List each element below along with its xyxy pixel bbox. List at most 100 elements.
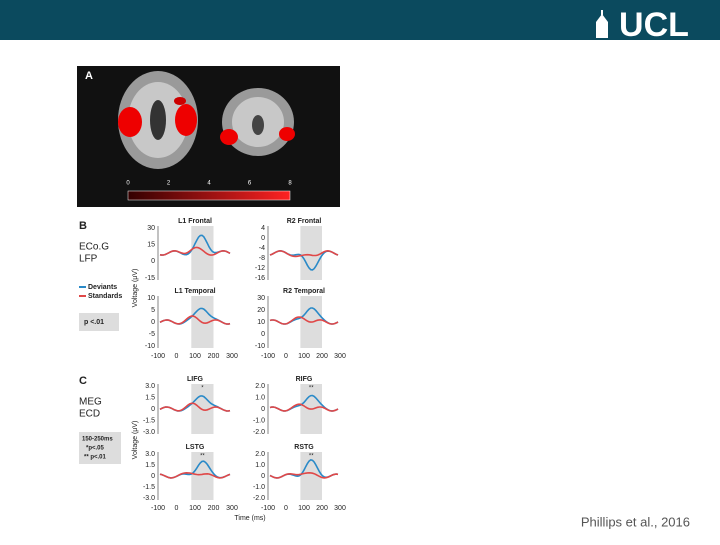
shaded-window bbox=[191, 226, 214, 280]
y-tick-label: -5 bbox=[149, 331, 155, 338]
note: p <.01 bbox=[84, 319, 104, 326]
trace bbox=[269, 316, 339, 325]
y-tick-label: 0 bbox=[261, 331, 265, 338]
plot-title: LIFG bbox=[187, 376, 203, 383]
legend-label: Standards bbox=[88, 293, 122, 300]
plot-title: L1 Frontal bbox=[178, 218, 212, 225]
logo-text: UCL bbox=[619, 6, 689, 44]
logo-mark bbox=[596, 10, 608, 38]
x-tick-label: 0 bbox=[175, 353, 179, 360]
y-tick-label: 1.0 bbox=[255, 394, 265, 401]
citation: Phillips et al., 2016 bbox=[581, 514, 690, 529]
y-tick-label: -8 bbox=[259, 255, 265, 262]
x-tick-label: -100 bbox=[151, 505, 165, 512]
header-bar bbox=[0, 0, 720, 40]
trace bbox=[159, 315, 231, 325]
y-tick-label: 0 bbox=[151, 319, 155, 326]
x-tick-label: 0 bbox=[175, 505, 179, 512]
colorbar-tick: 4 bbox=[207, 181, 211, 187]
y-tick-label: -16 bbox=[255, 275, 265, 282]
y-tick-label: 10 bbox=[257, 319, 265, 326]
y-tick-label: 5 bbox=[151, 307, 155, 314]
x-axis-label: Time (ms) bbox=[234, 515, 265, 522]
x-tick-label: 200 bbox=[316, 353, 328, 360]
panel-label: C bbox=[79, 375, 87, 387]
y-tick-label: -15 bbox=[145, 275, 155, 282]
y-tick-label: -3.0 bbox=[143, 429, 155, 436]
sig-marker: ** bbox=[200, 454, 205, 460]
y-tick-label: 0 bbox=[151, 473, 155, 480]
x-tick-label: 0 bbox=[284, 353, 288, 360]
y-tick-label: -10 bbox=[145, 343, 155, 350]
note-box bbox=[79, 432, 121, 464]
x-tick-label: 300 bbox=[226, 353, 238, 360]
y-tick-label: 2.0 bbox=[255, 451, 265, 458]
y-tick-label: 20 bbox=[257, 307, 265, 314]
trace bbox=[269, 471, 339, 479]
x-tick-label: 200 bbox=[316, 505, 328, 512]
plot-title: R2 Frontal bbox=[287, 218, 322, 225]
y-tick-label: 30 bbox=[147, 225, 155, 232]
y-axis-label: Voltage (μV) bbox=[132, 269, 139, 308]
x-tick-label: 100 bbox=[189, 505, 201, 512]
y-tick-label: -1.0 bbox=[253, 484, 265, 491]
method-label: MEG bbox=[79, 397, 102, 408]
y-tick-label: -1.5 bbox=[143, 417, 155, 424]
trace bbox=[159, 246, 231, 256]
colorbar-tick: 0 bbox=[126, 181, 130, 187]
y-tick-label: 10 bbox=[147, 295, 155, 302]
brain-coronal bbox=[220, 88, 295, 156]
y-tick-label: 1.0 bbox=[255, 462, 265, 469]
plot-title: R2 Temporal bbox=[283, 288, 325, 295]
x-tick-label: -100 bbox=[151, 353, 165, 360]
shaded-window bbox=[300, 452, 322, 500]
shaded-window bbox=[300, 226, 322, 280]
y-tick-label: 30 bbox=[257, 295, 265, 302]
y-axis-label: Voltage (μV) bbox=[132, 421, 139, 460]
x-tick-label: 300 bbox=[334, 505, 346, 512]
y-tick-label: 1.5 bbox=[145, 462, 155, 469]
x-tick-label: 200 bbox=[208, 353, 220, 360]
plot-title: RIFG bbox=[296, 376, 313, 383]
y-tick-label: -1.5 bbox=[143, 484, 155, 491]
sig-marker: * bbox=[201, 386, 204, 392]
y-tick-label: 2.0 bbox=[255, 383, 265, 390]
sig-marker: ** bbox=[309, 454, 314, 460]
method-label: ECD bbox=[79, 409, 100, 420]
trace bbox=[159, 402, 231, 412]
note: 150-250ms bbox=[82, 437, 113, 443]
y-tick-label: 0 bbox=[261, 473, 265, 480]
brain-axial bbox=[118, 71, 198, 169]
note-box bbox=[79, 313, 119, 331]
legend-label: Deviants bbox=[88, 284, 117, 291]
plot-title: LSTG bbox=[186, 444, 205, 451]
y-tick-label: -3.0 bbox=[143, 495, 155, 502]
y-tick-label: 3.0 bbox=[145, 451, 155, 458]
y-tick-label: 3.0 bbox=[145, 383, 155, 390]
y-tick-label: 15 bbox=[147, 242, 155, 249]
panel-label: B bbox=[79, 220, 87, 232]
y-tick-label: -2.0 bbox=[253, 495, 265, 502]
plot-title: RSTG bbox=[294, 444, 314, 451]
y-tick-label: -2.0 bbox=[253, 429, 265, 436]
y-tick-label: 0 bbox=[151, 258, 155, 265]
trace bbox=[269, 403, 339, 412]
y-tick-label: -12 bbox=[255, 265, 265, 272]
y-tick-label: 0 bbox=[151, 406, 155, 413]
colorbar bbox=[127, 190, 291, 201]
plot-title: L1 Temporal bbox=[174, 288, 215, 295]
y-tick-label: 4 bbox=[261, 225, 265, 232]
x-tick-label: 0 bbox=[284, 505, 288, 512]
x-tick-label: 100 bbox=[189, 353, 201, 360]
y-tick-label: -10 bbox=[255, 343, 265, 350]
x-tick-label: -100 bbox=[261, 505, 275, 512]
colorbar-tick: 2 bbox=[167, 181, 171, 187]
x-tick-label: 200 bbox=[208, 505, 220, 512]
trace bbox=[159, 471, 231, 479]
x-tick-label: 300 bbox=[226, 505, 238, 512]
colorbar-tick: 6 bbox=[248, 181, 252, 187]
x-tick-label: 300 bbox=[334, 353, 346, 360]
x-tick-label: 100 bbox=[298, 353, 310, 360]
